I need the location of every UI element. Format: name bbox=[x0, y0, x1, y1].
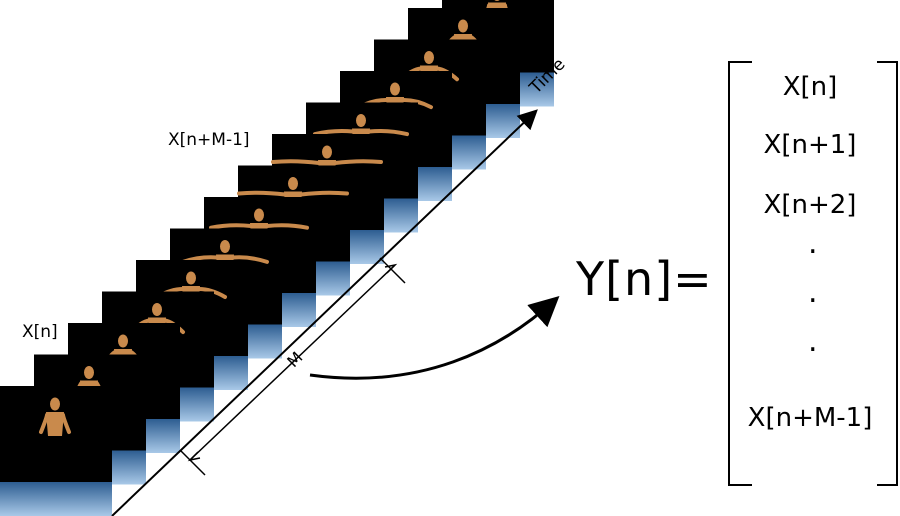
vector-ellipsis-dot: . bbox=[808, 226, 818, 261]
output-label: Y[n]= bbox=[576, 252, 713, 306]
last-frame-label: X[n+M-1] bbox=[168, 130, 250, 150]
vector-entry-3: X[n+M-1] bbox=[747, 403, 873, 433]
video-frame bbox=[0, 386, 112, 516]
vector-entry-2: X[n+2] bbox=[763, 190, 857, 220]
vector-left-bracket bbox=[728, 61, 752, 486]
mapping-arrow bbox=[309, 295, 560, 380]
vector-entry-0: X[n] bbox=[782, 72, 838, 102]
vector-right-bracket bbox=[877, 61, 898, 486]
vector-entry-1: X[n+1] bbox=[763, 130, 857, 160]
window-length-bracket bbox=[179, 257, 406, 476]
video-frame-stack bbox=[0, 0, 554, 516]
vector-ellipsis-dot: . bbox=[808, 275, 818, 310]
vector-ellipsis-dot: . bbox=[808, 324, 818, 359]
first-frame-label: X[n] bbox=[22, 322, 58, 342]
time-axis-line bbox=[111, 109, 538, 516]
